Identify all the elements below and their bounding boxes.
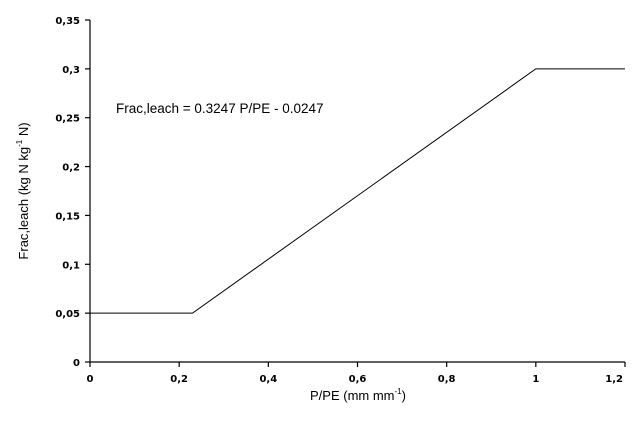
y-tick-label: 0,2 — [62, 163, 80, 174]
x-tick-label: 0,2 — [170, 374, 188, 385]
y-axis-label: Frac,leach (kg N kg-1 N) — [15, 122, 31, 259]
series-line — [90, 68, 625, 314]
x-tick-label: 1 — [532, 374, 539, 385]
y-ticks: 0 0,05 0,1 0,15 0,2 0,25 0,3 0,35 — [55, 16, 90, 369]
x-tick-label: 0,4 — [259, 374, 277, 385]
y-tick-label: 0 — [73, 358, 80, 369]
equation-annotation: Frac,leach = 0.3247 P/PE - 0.0247 — [116, 101, 324, 116]
x-tick-label: 0 — [87, 374, 94, 385]
y-tick-label: 0,1 — [62, 260, 80, 271]
x-tick-label: 0,6 — [349, 374, 367, 385]
x-ticks: 0 0,2 0,4 0,6 0,8 1 1,2 — [87, 362, 626, 385]
x-tick-label: 0,8 — [438, 374, 456, 385]
y-tick-label: 0,15 — [55, 211, 80, 222]
y-tick-label: 0,05 — [55, 309, 80, 320]
y-tick-label: 0,25 — [55, 114, 80, 125]
x-tick-label: 1,2 — [605, 374, 623, 385]
y-tick-label: 0,3 — [62, 65, 80, 76]
x-axis-label: P/PE (mm mm-1) — [310, 387, 406, 403]
y-tick-label: 0,35 — [55, 16, 80, 27]
